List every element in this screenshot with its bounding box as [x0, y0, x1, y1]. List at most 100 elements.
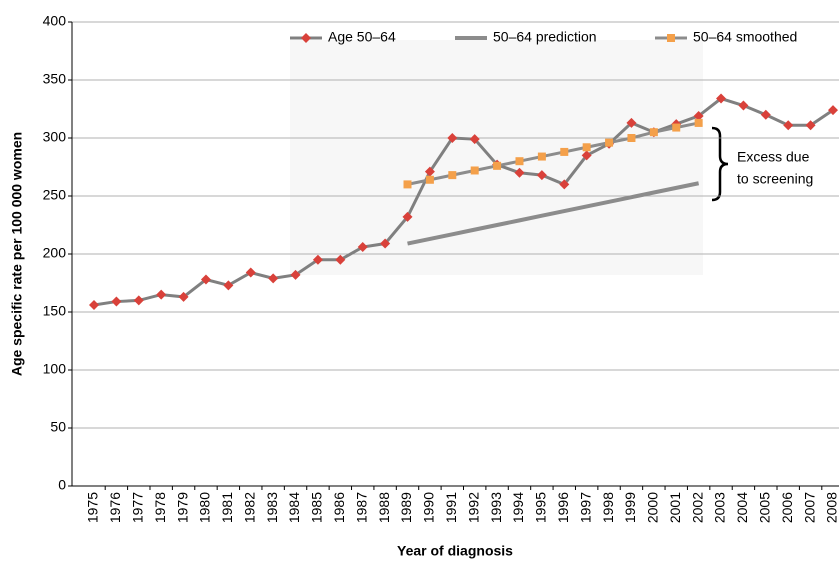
- x-tick-label: 2004: [734, 492, 750, 523]
- marker: [245, 267, 256, 278]
- marker: [111, 296, 122, 307]
- marker: [380, 238, 391, 249]
- marker: [290, 269, 301, 280]
- marker: [89, 300, 99, 311]
- y-tick-label: 0: [58, 477, 66, 493]
- x-tick-label: 1988: [376, 492, 392, 523]
- x-tick-label: 1985: [309, 492, 325, 523]
- marker: [672, 123, 681, 132]
- x-tick-label: 1977: [129, 492, 145, 523]
- marker: [694, 118, 703, 127]
- y-tick-label: 200: [43, 245, 67, 261]
- marker: [514, 167, 525, 178]
- x-tick-label: 1978: [152, 492, 168, 523]
- x-tick-label: 2002: [689, 492, 705, 523]
- marker: [828, 105, 838, 116]
- x-tick-label: 1997: [577, 492, 593, 523]
- marker: [805, 120, 816, 131]
- marker: [783, 120, 794, 131]
- x-tick-label: 1990: [421, 492, 437, 523]
- marker: [515, 157, 524, 166]
- marker: [760, 109, 771, 120]
- x-tick-label: 1995: [533, 492, 549, 523]
- y-tick-label: 50: [50, 419, 66, 435]
- y-tick-label: 300: [43, 129, 67, 145]
- marker: [403, 180, 412, 189]
- marker: [402, 211, 413, 222]
- x-tick-label: 1999: [622, 492, 638, 523]
- marker: [268, 273, 279, 284]
- marker: [200, 274, 211, 285]
- x-tick-label: 1976: [107, 492, 123, 523]
- y-axis-title: Age specific rate per 100 000 women: [9, 132, 25, 376]
- x-tick-label: 1987: [353, 492, 369, 523]
- series-line: [407, 181, 700, 246]
- marker: [335, 254, 346, 265]
- marker: [716, 93, 727, 104]
- legend-label: 50–64 smoothed: [693, 29, 797, 45]
- marker: [582, 143, 591, 152]
- marker: [223, 280, 234, 291]
- marker: [693, 110, 704, 121]
- x-tick-label: 1981: [219, 492, 235, 523]
- brace: [711, 126, 729, 202]
- marker: [357, 242, 368, 253]
- x-tick-label: 2005: [757, 492, 773, 523]
- legend-marker: [667, 34, 675, 42]
- y-tick-label: 350: [43, 71, 67, 87]
- x-tick-label: 1983: [264, 492, 280, 523]
- x-tick-label: 1982: [241, 492, 257, 523]
- marker: [738, 100, 749, 111]
- x-tick-label: 2001: [667, 492, 683, 523]
- y-tick-label: 400: [43, 13, 67, 29]
- x-tick-label: 1986: [331, 492, 347, 523]
- marker: [626, 117, 637, 128]
- marker: [448, 171, 457, 180]
- marker: [581, 150, 592, 161]
- x-axis-title: Year of diagnosis: [397, 543, 513, 559]
- legend-label: 50–64 prediction: [493, 29, 597, 45]
- x-tick-label: 2000: [645, 492, 661, 523]
- x-tick-label: 1996: [555, 492, 571, 523]
- x-tick-label: 1989: [398, 492, 414, 523]
- marker: [424, 166, 435, 177]
- marker: [559, 179, 570, 190]
- marker: [133, 295, 144, 306]
- annotation: to screening: [737, 171, 813, 187]
- series-line: [93, 96, 834, 307]
- marker: [156, 289, 167, 300]
- marker: [560, 147, 569, 156]
- marker: [178, 291, 189, 302]
- y-tick-label: 150: [43, 303, 67, 319]
- x-tick-label: 1991: [443, 492, 459, 523]
- highlight-region: [290, 40, 703, 275]
- marker: [493, 161, 502, 170]
- marker: [469, 134, 480, 145]
- x-tick-label: 2007: [801, 492, 817, 523]
- x-tick-label: 1979: [174, 492, 190, 523]
- x-tick-label: 1975: [85, 492, 101, 523]
- x-tick-label: 1998: [600, 492, 616, 523]
- x-tick-label: 2006: [779, 492, 795, 523]
- marker: [312, 254, 323, 265]
- x-tick-label: 2003: [712, 492, 728, 523]
- marker: [447, 133, 458, 143]
- marker: [536, 170, 547, 181]
- marker: [605, 138, 614, 147]
- legend-label: Age 50–64: [328, 29, 396, 45]
- x-tick-label: 1980: [197, 492, 213, 523]
- x-tick-label: 1994: [510, 492, 526, 523]
- x-tick-label: 1993: [488, 492, 504, 523]
- x-tick-label: 1992: [465, 492, 481, 523]
- marker: [627, 134, 636, 142]
- y-tick-label: 100: [43, 361, 67, 377]
- marker: [425, 175, 434, 184]
- x-tick-label: 1984: [286, 492, 302, 523]
- legend-marker: [301, 33, 311, 43]
- y-tick-label: 250: [43, 187, 67, 203]
- marker: [537, 152, 546, 161]
- marker: [470, 166, 479, 175]
- x-tick-label: 2008: [824, 492, 839, 523]
- annotation: Excess due: [737, 149, 810, 165]
